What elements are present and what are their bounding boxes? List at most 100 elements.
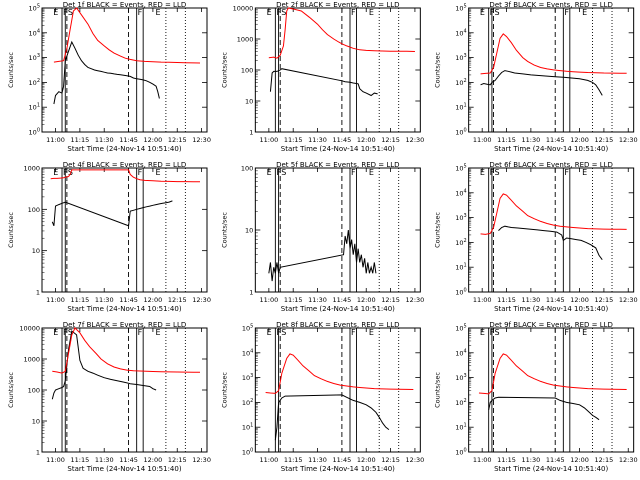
flag-letter: S [281, 8, 286, 17]
y-tick-label: 10000 [233, 5, 254, 13]
x-tick-label: 12:30 [192, 136, 211, 144]
y-tick-label: 10 [245, 98, 253, 106]
x-tick-label: 12:00 [357, 136, 376, 144]
plot-frame [468, 167, 635, 293]
panel-det-7: 11:00 11:15 11:30 11:45 12:00 12:15 12:30 1 10 10… [7, 321, 211, 473]
plot-frame [254, 327, 421, 453]
flag-letter: F [276, 168, 281, 177]
x-tick-label: 11:45 [546, 136, 565, 144]
x-axis-label: Start Time (24-Nov-14 10:51:40) [494, 145, 608, 153]
y-tick-label: 105 [455, 324, 466, 333]
x-tick-label: 12:15 [595, 296, 614, 304]
x-tick-label: 12:00 [357, 456, 376, 464]
y-tick-label: 103 [242, 373, 253, 382]
x-tick-label: 11:45 [119, 136, 138, 144]
flag-letter: S [68, 8, 73, 17]
series-events-line [51, 330, 157, 400]
plot-frame [468, 327, 635, 453]
x-tick-label: 11:00 [46, 296, 65, 304]
x-tick-label: 12:15 [381, 136, 400, 144]
y-tick-label: 100 [242, 448, 253, 457]
y-tick-label: 104 [242, 348, 253, 357]
x-axis-label: Start Time (24-Nov-14 10:51:40) [67, 465, 181, 473]
y-tick-label: 102 [242, 398, 253, 407]
y-tick-label: 100 [29, 128, 40, 137]
y-tick-label: 103 [455, 373, 466, 382]
y-axis-label: Counts/sec [434, 212, 442, 248]
y-tick-label: 100 [241, 165, 253, 173]
x-tick-label: 11:15 [71, 296, 90, 304]
x-tick-label: 11:30 [308, 296, 327, 304]
series-events-line [268, 229, 377, 282]
x-tick-label: 11:30 [522, 136, 541, 144]
plot-frame [41, 167, 208, 293]
flag-letter: F [490, 168, 495, 177]
flag-letter: E [156, 328, 161, 337]
x-tick-label: 12:00 [144, 456, 163, 464]
series-lld-line [50, 169, 200, 183]
y-tick-label: 1 [36, 289, 40, 297]
x-tick-label: 11:30 [95, 296, 114, 304]
flag-letter: F [63, 8, 68, 17]
x-tick-label: 11:00 [473, 136, 492, 144]
x-tick-label: 11:45 [546, 296, 565, 304]
flag-letter: E [582, 328, 587, 337]
flag-letter: E [267, 8, 272, 17]
y-tick-label: 103 [455, 53, 466, 62]
flag-letter: E [156, 168, 161, 177]
flag-letter: F [138, 168, 143, 177]
x-tick-label: 12:30 [406, 456, 425, 464]
y-tick-label: 100 [455, 288, 466, 297]
flag-letter: E [480, 8, 485, 17]
series-events-line [53, 40, 160, 105]
x-tick-label: 11:45 [333, 456, 352, 464]
y-tick-label: 103 [455, 213, 466, 222]
y-tick-label: 101 [242, 423, 253, 432]
x-tick-label: 11:30 [95, 136, 114, 144]
flag-letter: E [53, 168, 58, 177]
panel-title: Det 6f BLACK = Events, RED = LLD [489, 161, 612, 169]
x-tick-label: 12:00 [570, 136, 589, 144]
flag-letter: F [564, 168, 569, 177]
flag-letter: E [369, 8, 374, 17]
series-events-line [488, 396, 600, 421]
x-tick-label: 12:30 [192, 456, 211, 464]
y-axis-label: Counts/sec [220, 372, 228, 408]
flag-letter: S [68, 328, 73, 337]
x-tick-label: 11:30 [95, 456, 114, 464]
panel-title: Det 7f BLACK = Events, RED = LLD [63, 321, 186, 329]
x-tick-label: 11:15 [71, 136, 90, 144]
x-tick-label: 12:00 [357, 296, 376, 304]
flag-letter: E [369, 328, 374, 337]
y-tick-label: 103 [29, 53, 40, 62]
flag-letter: E [267, 328, 272, 337]
x-tick-label: 12:30 [192, 296, 211, 304]
series-lld-line [478, 353, 627, 395]
flag-letter: S [495, 168, 500, 177]
panel-title: Det 2f BLACK = Events, RED = LLD [276, 1, 399, 9]
y-tick-label: 1 [249, 289, 253, 297]
x-tick-label: 11:00 [259, 136, 278, 144]
x-tick-label: 11:30 [308, 136, 327, 144]
panel-title: Det 5f BLACK = Events, RED = LLD [276, 161, 399, 169]
series-lld-line [52, 327, 201, 374]
y-tick-label: 100 [241, 67, 253, 75]
x-tick-label: 11:45 [333, 296, 352, 304]
x-tick-label: 11:45 [119, 456, 138, 464]
y-axis-label: Counts/sec [220, 52, 228, 88]
flag-letter: E [53, 8, 58, 17]
flag-letter: E [582, 168, 587, 177]
y-axis-label: Counts/sec [434, 52, 442, 88]
flag-letter: F [138, 8, 143, 17]
y-tick-label: 105 [455, 4, 466, 13]
y-tick-label: 102 [455, 398, 466, 407]
y-tick-label: 1000 [237, 36, 254, 44]
y-tick-label: 100 [28, 387, 40, 395]
flag-letter: S [281, 328, 286, 337]
series-events-line [498, 225, 603, 260]
series-events-line [51, 200, 173, 227]
y-tick-label: 1 [249, 129, 253, 137]
x-tick-label: 12:15 [381, 296, 400, 304]
flag-letter: E [53, 328, 58, 337]
